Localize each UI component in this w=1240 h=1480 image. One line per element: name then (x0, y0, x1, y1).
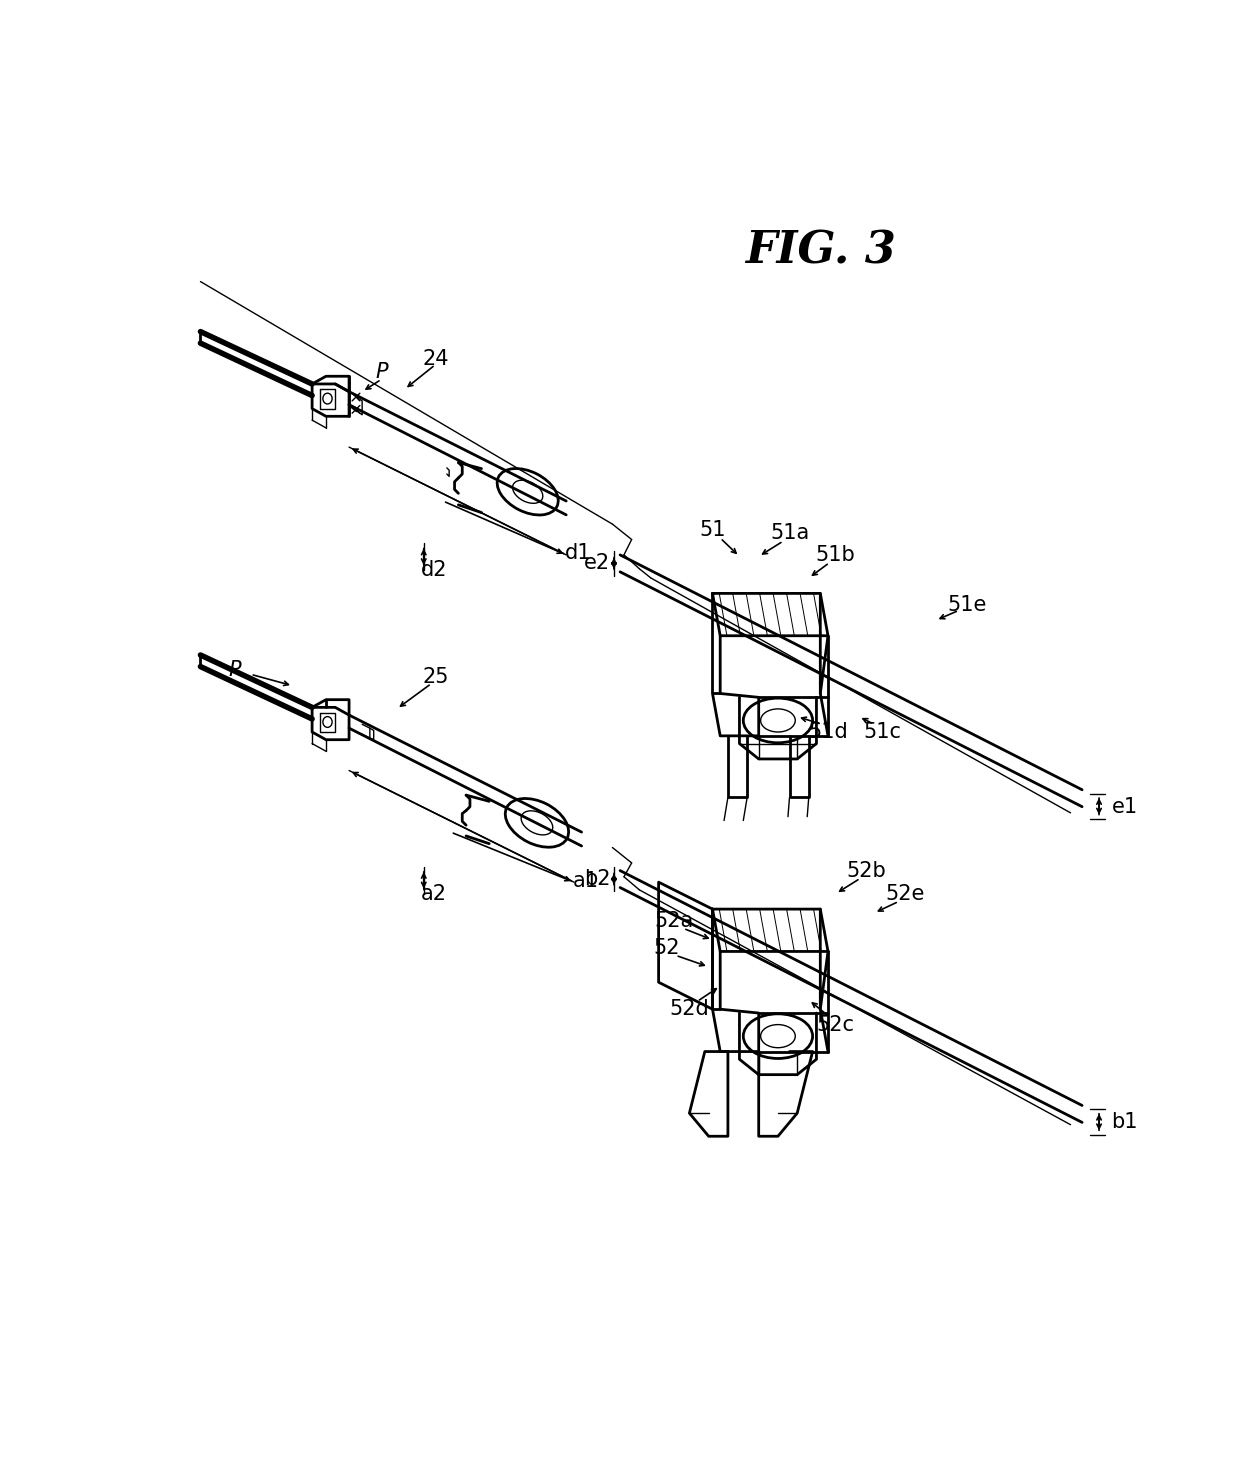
Text: P: P (374, 363, 388, 382)
Text: FIG. 3: FIG. 3 (745, 229, 895, 272)
Text: 51e: 51e (947, 595, 986, 616)
Text: 52d: 52d (670, 999, 709, 1020)
Text: 51b: 51b (816, 545, 856, 565)
Text: P: P (229, 660, 242, 681)
Text: 51c: 51c (863, 722, 901, 741)
Text: 51: 51 (699, 521, 725, 540)
Text: 51a: 51a (770, 524, 810, 543)
Text: 52: 52 (653, 938, 680, 958)
Text: 52a: 52a (655, 910, 693, 931)
Text: 25: 25 (422, 666, 449, 687)
Text: 52e: 52e (885, 884, 925, 904)
Text: a1: a1 (573, 870, 599, 891)
Text: b2: b2 (584, 869, 610, 889)
Text: 52b: 52b (847, 860, 887, 881)
Text: 52c: 52c (817, 1015, 854, 1035)
Text: d2: d2 (420, 561, 446, 580)
Text: e2: e2 (584, 554, 610, 573)
Text: 24: 24 (422, 349, 449, 369)
Text: d1: d1 (564, 543, 591, 564)
Text: a2: a2 (420, 884, 446, 904)
Text: b1: b1 (1111, 1113, 1137, 1132)
Text: e1: e1 (1111, 796, 1137, 817)
Text: 51d: 51d (808, 722, 848, 741)
